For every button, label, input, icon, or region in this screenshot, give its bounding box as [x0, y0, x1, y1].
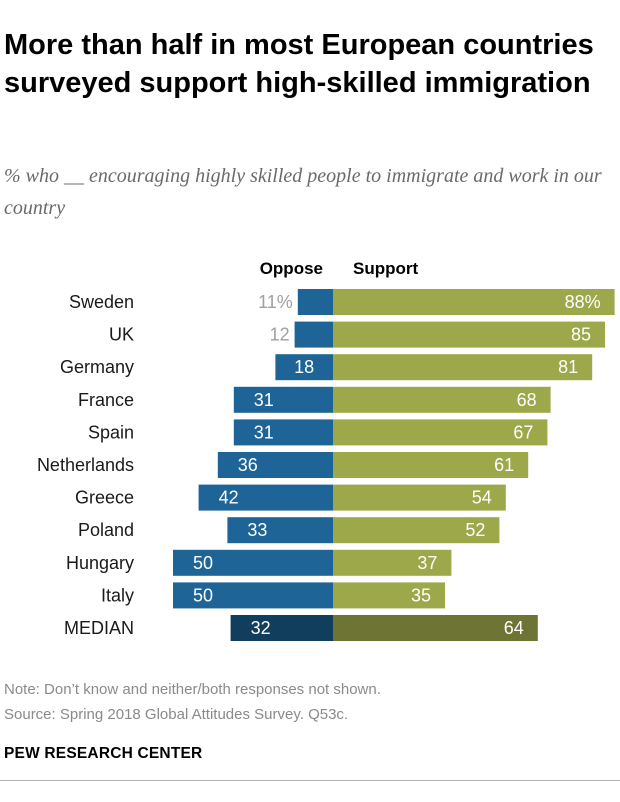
- oppose-bar-median: [230, 615, 333, 641]
- chart-subtitle: % who __ encouraging highly skilled peop…: [4, 165, 602, 219]
- category-label-uk: UK: [109, 325, 134, 345]
- oppose-bar-spain: [233, 419, 333, 446]
- support-bar-spain: [333, 419, 548, 446]
- support-value-germany: 81: [558, 357, 578, 377]
- support-bar-greece: [333, 484, 506, 511]
- support-value-spain: 67: [513, 422, 533, 442]
- category-label-sweden: Sweden: [69, 292, 134, 312]
- support-bar-france: [333, 386, 551, 413]
- oppose-value-france: 31: [254, 390, 274, 410]
- support-value-greece: 54: [472, 488, 492, 508]
- support-bar-poland: [333, 517, 500, 544]
- support-bar-italy: [333, 582, 445, 609]
- support-bar-netherlands: [333, 452, 529, 478]
- oppose-bar-france: [233, 386, 333, 413]
- category-label-median: MEDIAN: [64, 618, 134, 638]
- oppose-value-germany: 18: [294, 357, 314, 377]
- support-value-netherlands: 61: [494, 455, 514, 475]
- chart-note: Note: Don’t know and neither/both respon…: [4, 681, 381, 698]
- oppose-value-median: 32: [251, 618, 271, 638]
- support-value-sweden: 88%: [565, 292, 601, 312]
- support-bar-sweden: [333, 289, 615, 315]
- category-label-hungary: Hungary: [66, 553, 134, 573]
- category-label-italy: Italy: [101, 585, 134, 605]
- oppose-bar-netherlands: [217, 452, 333, 478]
- support-value-poland: 52: [465, 520, 485, 540]
- category-label-germany: Germany: [60, 357, 134, 377]
- legend-oppose: Oppose: [260, 259, 323, 278]
- support-bar-hungary: [333, 549, 452, 576]
- support-bar-germany: [333, 354, 593, 381]
- category-label-spain: Spain: [88, 422, 134, 442]
- category-label-france: France: [78, 390, 134, 410]
- oppose-value-hungary: 50: [193, 553, 213, 573]
- oppose-value-spain: 31: [254, 422, 274, 442]
- oppose-bar-italy: [173, 582, 333, 609]
- oppose-value-sweden: 11%: [258, 292, 293, 312]
- support-value-median: 64: [504, 618, 524, 638]
- oppose-bar-uk: [294, 321, 333, 348]
- oppose-bar-greece: [198, 484, 333, 511]
- support-value-france: 68: [517, 390, 537, 410]
- category-label-poland: Poland: [78, 520, 134, 540]
- oppose-value-uk: 12: [270, 325, 290, 345]
- brand-logo-text: PEW RESEARCH CENTER: [4, 745, 203, 762]
- support-bar-median: [333, 615, 538, 641]
- bottom-divider: [0, 780, 620, 781]
- oppose-bar-poland: [227, 517, 333, 544]
- category-label-netherlands: Netherlands: [37, 455, 134, 475]
- legend-support: Support: [353, 259, 418, 278]
- oppose-value-netherlands: 36: [238, 455, 258, 475]
- support-bar-uk: [333, 321, 605, 348]
- oppose-bar-hungary: [173, 549, 333, 576]
- chart-title: More than half in most European countrie…: [4, 29, 594, 99]
- oppose-value-poland: 33: [247, 520, 267, 540]
- support-value-hungary: 37: [417, 553, 437, 573]
- support-value-uk: 85: [571, 325, 591, 345]
- oppose-bar-germany: [275, 354, 333, 381]
- support-value-italy: 35: [411, 585, 431, 605]
- diverging-bar-chart: Oppose Support Sweden 11% 88% UK 12 85 Germany 18…: [37, 259, 615, 641]
- chart-source: Source: Spring 2018 Global Attitudes Sur…: [4, 706, 349, 723]
- category-label-greece: Greece: [75, 488, 134, 508]
- oppose-value-italy: 50: [193, 585, 213, 605]
- oppose-bar-sweden: [297, 289, 333, 315]
- oppose-value-greece: 42: [219, 488, 239, 508]
